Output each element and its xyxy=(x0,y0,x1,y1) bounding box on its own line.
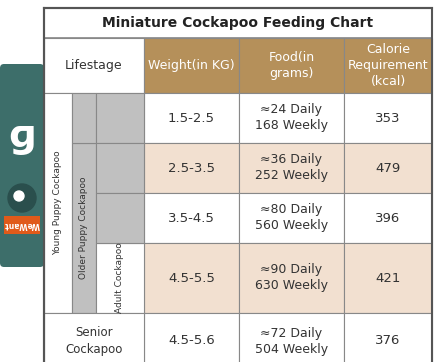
Text: ≈24 Daily
168 Weekly: ≈24 Daily 168 Weekly xyxy=(255,104,328,132)
Text: Miniature Cockapoo Feeding Chart: Miniature Cockapoo Feeding Chart xyxy=(102,16,374,30)
Bar xyxy=(144,38,239,93)
Text: 353: 353 xyxy=(375,111,401,125)
Text: ≈36 Daily
252 Weekly: ≈36 Daily 252 Weekly xyxy=(255,153,328,182)
Bar xyxy=(44,38,144,93)
Text: ≈72 Daily
504 Weekly: ≈72 Daily 504 Weekly xyxy=(255,327,328,355)
Text: Calorie
Requirement
(kcal): Calorie Requirement (kcal) xyxy=(348,43,428,88)
Bar xyxy=(144,193,239,243)
Bar xyxy=(96,93,144,143)
Bar xyxy=(144,93,239,143)
Bar xyxy=(4,216,40,234)
Text: 2.5-3.5: 2.5-3.5 xyxy=(168,161,215,174)
Bar xyxy=(144,313,239,362)
Text: 396: 396 xyxy=(375,211,401,224)
FancyBboxPatch shape xyxy=(0,64,44,267)
Bar xyxy=(44,93,72,313)
Bar xyxy=(344,243,432,313)
Circle shape xyxy=(8,184,36,212)
Bar xyxy=(144,143,239,193)
Bar xyxy=(239,93,344,143)
Text: 376: 376 xyxy=(375,334,401,348)
Text: Senior
Cockapoo: Senior Cockapoo xyxy=(65,327,123,355)
Bar xyxy=(239,38,344,93)
Bar xyxy=(72,143,96,313)
Bar xyxy=(44,8,432,38)
Text: 479: 479 xyxy=(375,161,401,174)
Bar xyxy=(44,8,432,362)
Bar xyxy=(344,313,432,362)
Text: Adult Cockapoo: Adult Cockapoo xyxy=(116,243,124,313)
Text: ≈90 Daily
630 Weekly: ≈90 Daily 630 Weekly xyxy=(255,264,328,292)
Text: Food(in
grams): Food(in grams) xyxy=(268,51,314,80)
Bar xyxy=(96,193,144,243)
Bar xyxy=(72,93,96,143)
Text: ɡ: ɡ xyxy=(8,117,36,155)
Bar xyxy=(44,313,144,362)
Circle shape xyxy=(14,191,24,201)
Text: Young Puppy Cockapoo: Young Puppy Cockapoo xyxy=(53,151,63,255)
Text: WeWant: WeWant xyxy=(4,220,40,230)
Bar xyxy=(239,243,344,313)
Text: 4.5-5.5: 4.5-5.5 xyxy=(168,272,215,285)
Text: 421: 421 xyxy=(375,272,401,285)
Text: 1.5-2.5: 1.5-2.5 xyxy=(168,111,215,125)
Bar xyxy=(344,193,432,243)
Bar xyxy=(239,313,344,362)
Text: Weight(in KG): Weight(in KG) xyxy=(148,59,235,72)
Bar xyxy=(344,143,432,193)
Text: Lifestage: Lifestage xyxy=(65,59,123,72)
Text: 3.5-4.5: 3.5-4.5 xyxy=(168,211,215,224)
Bar xyxy=(344,93,432,143)
Bar xyxy=(96,243,144,313)
Bar xyxy=(144,243,239,313)
Text: 4.5-5.6: 4.5-5.6 xyxy=(168,334,215,348)
Text: Older Puppy Cockapoo: Older Puppy Cockapoo xyxy=(80,177,88,279)
Bar xyxy=(96,143,144,193)
Text: ≈80 Daily
560 Weekly: ≈80 Daily 560 Weekly xyxy=(255,203,328,232)
Bar xyxy=(239,143,344,193)
Bar xyxy=(239,193,344,243)
Bar xyxy=(344,38,432,93)
